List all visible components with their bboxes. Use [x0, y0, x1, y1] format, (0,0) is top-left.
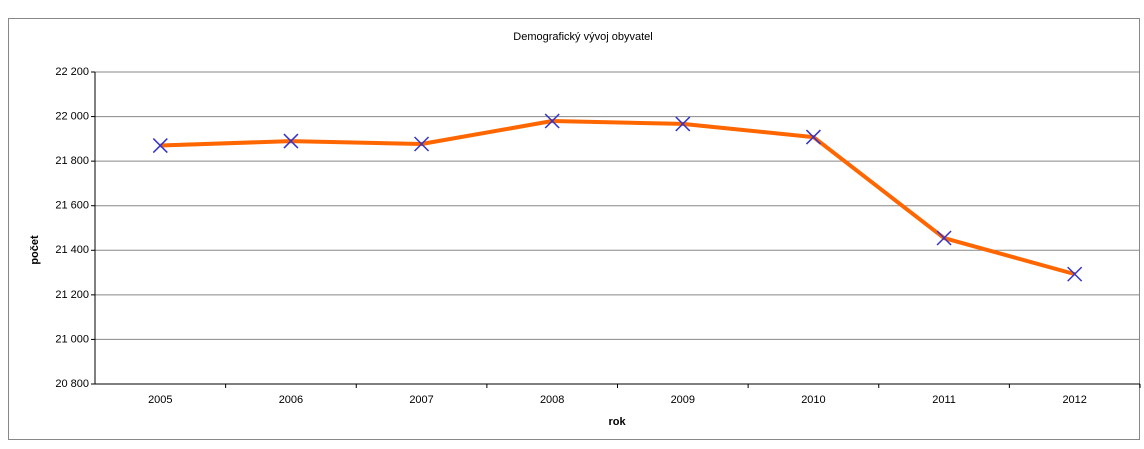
- chart-title: Demografický vývoj obyvatel: [513, 31, 652, 43]
- marker: [544, 113, 560, 129]
- marker: [936, 230, 952, 246]
- marker: [152, 138, 168, 154]
- marker: [805, 129, 821, 145]
- y-tick-label: 21 800: [55, 155, 89, 167]
- x-tick-label: 2010: [801, 394, 825, 406]
- y-tick-label: 22 000: [55, 110, 89, 122]
- marker: [414, 136, 430, 152]
- line: [160, 119, 1076, 277]
- x-axis-label: rok: [608, 416, 626, 428]
- x-tick-label: 2006: [279, 394, 303, 406]
- marker: [283, 133, 299, 149]
- y-tick-label: 21 400: [55, 244, 89, 256]
- x-tick-label: 2011: [932, 394, 956, 406]
- x-tick-label: 2008: [540, 394, 564, 406]
- chart-frame: [8, 18, 1140, 440]
- x-tick-label: 2009: [671, 394, 695, 406]
- y-tick-label: 22 200: [55, 66, 89, 78]
- y-tick-label: 21 600: [55, 200, 89, 212]
- y-axis-label: počet: [29, 235, 41, 265]
- x-tick-label: 2007: [409, 394, 433, 406]
- x-tick-label: 2012: [1062, 394, 1086, 406]
- marker: [675, 116, 691, 132]
- marker: [1067, 266, 1083, 282]
- y-tick-label: 21 000: [55, 333, 89, 345]
- x-tick-label: 2005: [148, 394, 172, 406]
- y-tick-label: 21 200: [55, 289, 89, 301]
- y-tick-label: 20 800: [55, 378, 89, 390]
